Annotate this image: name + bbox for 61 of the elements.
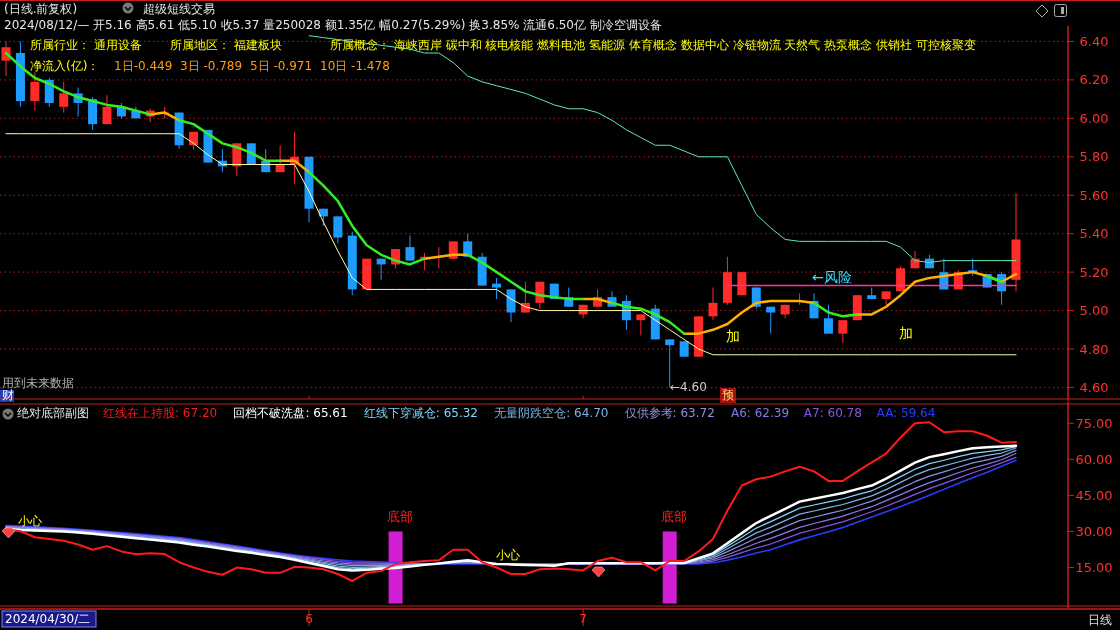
candlestick bbox=[708, 287, 718, 321]
annotation: 1日-0.449 bbox=[114, 59, 173, 73]
y-tick-label: 45.00 bbox=[1075, 487, 1113, 503]
y-tick-label: 6.00 bbox=[1079, 110, 1109, 126]
candlestick bbox=[59, 81, 69, 114]
chart-title: (日线.前复权) bbox=[4, 2, 78, 16]
candlestick bbox=[333, 215, 343, 244]
candlestick bbox=[102, 94, 112, 125]
candlestick bbox=[838, 319, 848, 344]
annotation: 加 bbox=[899, 325, 913, 341]
y-tick-label: 30.00 bbox=[1075, 523, 1113, 539]
candlestick bbox=[506, 288, 516, 323]
y-tick-label: 5.80 bbox=[1079, 149, 1109, 165]
y-tick-label: 5.60 bbox=[1079, 187, 1109, 203]
annotation: 小心 bbox=[18, 514, 42, 529]
text: AA: 59.64 bbox=[876, 406, 936, 420]
y-tick-label: 15.00 bbox=[1075, 560, 1113, 576]
annotation: 所属行业： 通用设备 bbox=[30, 38, 142, 52]
text: 红线在上持股: 67.20 bbox=[103, 406, 218, 420]
annotation: 所属地区： 福建板块 bbox=[170, 38, 282, 52]
text: 无量阴跌空仓: 64.70 bbox=[494, 406, 609, 420]
y-tick-label: 5.00 bbox=[1079, 303, 1109, 319]
annotation: 5日 -0.971 bbox=[250, 59, 313, 73]
candlestick bbox=[405, 235, 415, 262]
candlestick bbox=[636, 313, 646, 337]
x-tick-label: 7 bbox=[579, 612, 587, 626]
text: A7: 60.78 bbox=[803, 406, 862, 420]
text: 2024/04/30/二 bbox=[5, 612, 91, 626]
text: 回档不破洗盘: 65.61 bbox=[233, 406, 348, 420]
x-tick-label: 6 bbox=[305, 612, 313, 626]
annotation: 小心 bbox=[496, 547, 520, 562]
annotation: 净流入(亿)： bbox=[30, 59, 100, 73]
y-tick-label: 4.60 bbox=[1079, 379, 1109, 395]
candlestick bbox=[492, 277, 502, 300]
annotation: 加 bbox=[726, 328, 740, 344]
text: 仅供参考: 63.72 bbox=[624, 406, 715, 420]
chart-title: 绝对底部副图 bbox=[17, 406, 89, 420]
chart-subtitle: 超级短线交易 bbox=[143, 2, 215, 16]
text: 日线 bbox=[1088, 613, 1112, 627]
text: 红线下穿减仓: 65.32 bbox=[363, 406, 479, 420]
y-tick-label: 60.00 bbox=[1075, 451, 1113, 467]
y-tick-label: 6.40 bbox=[1079, 33, 1109, 49]
y-tick-label: 6.20 bbox=[1079, 72, 1109, 88]
candlestick bbox=[823, 304, 833, 335]
y-tick-label: 5.20 bbox=[1079, 264, 1109, 280]
annotation: ←风险 bbox=[812, 268, 852, 285]
candlestick bbox=[275, 144, 285, 173]
line-series bbox=[5, 133, 1017, 356]
annotation: 10日 -1.478 bbox=[320, 59, 390, 73]
y-tick-label: 5.40 bbox=[1079, 226, 1109, 242]
text: A6: 62.39 bbox=[731, 406, 790, 420]
y-tick-label: 4.80 bbox=[1079, 341, 1109, 357]
y-tick-label: 75.00 bbox=[1075, 415, 1113, 431]
annotation: 用到未来数据 bbox=[2, 376, 74, 390]
candlestick bbox=[881, 290, 891, 306]
data-label: 底部 bbox=[660, 509, 687, 525]
data-label: 底部 bbox=[386, 509, 413, 525]
annotation: 2024/08/12/— 开5.16 高5.61 低5.10 收5.37 量250028 额1.35亿 幅0.27(5.29%) 换3.85% 流通6.50亿 制冷空调设备 bbox=[4, 18, 662, 32]
annotation: ←4.60 bbox=[670, 380, 707, 394]
annotation: 3日 -0.789 bbox=[180, 59, 243, 73]
candlestick bbox=[30, 71, 40, 112]
